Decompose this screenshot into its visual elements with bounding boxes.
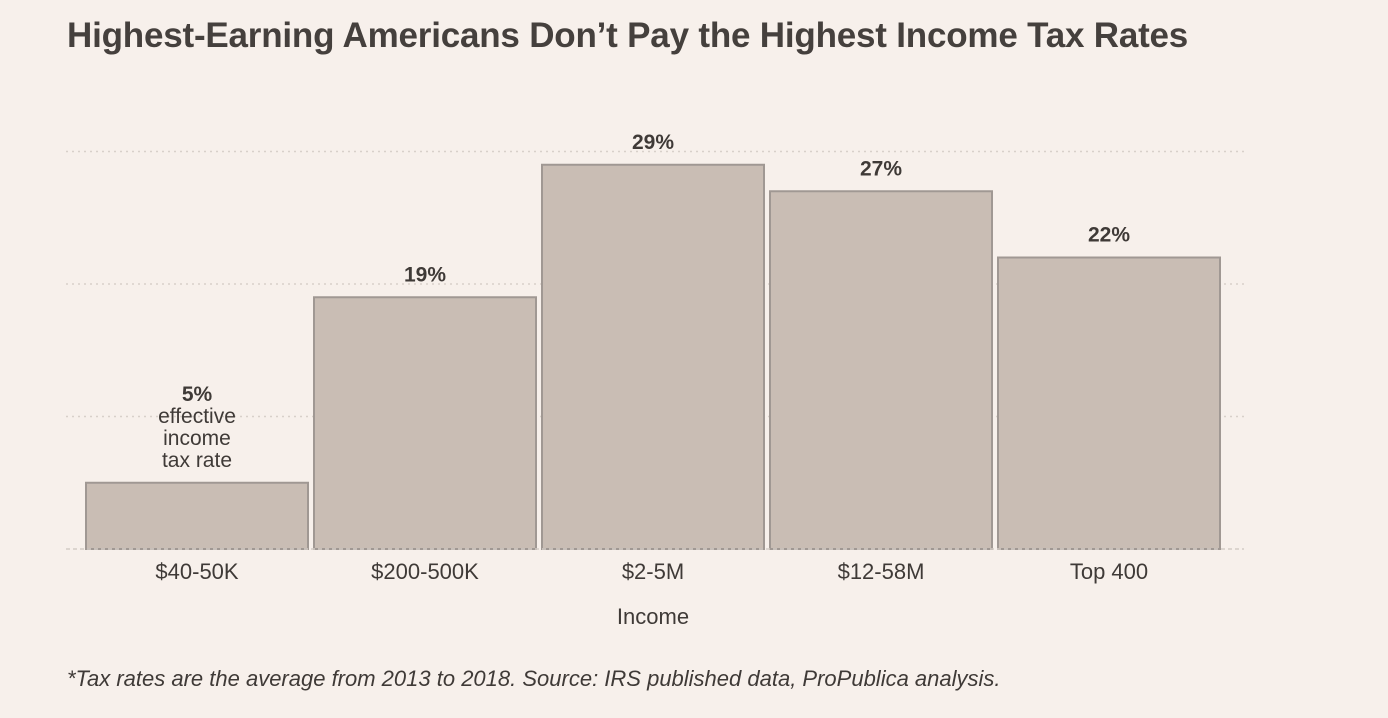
- value-label: 27%: [860, 157, 902, 180]
- bar: [541, 163, 765, 550]
- bar: [769, 190, 993, 550]
- x-tick-labels: $40-50K $200-500K $2-5M $12-58M Top 400: [155, 559, 1148, 584]
- value-label: 19%: [404, 263, 446, 286]
- value-label: 29%: [632, 131, 674, 154]
- bar-note-line: effective: [158, 405, 236, 428]
- x-tick-label: $2-5M: [622, 559, 684, 584]
- bars: [85, 163, 1221, 550]
- x-tick-label: Top 400: [1070, 559, 1148, 584]
- bar: [313, 296, 537, 550]
- x-axis-label: Income: [617, 604, 689, 629]
- x-tick-label: $12-58M: [838, 559, 925, 584]
- chart-footnote: *Tax rates are the average from 2013 to …: [67, 666, 1001, 691]
- value-label: 22%: [1088, 224, 1130, 247]
- bar: [85, 481, 309, 550]
- bar: [997, 256, 1221, 550]
- x-tick-label: $200-500K: [371, 559, 479, 584]
- bar-note-line: tax rate: [162, 449, 232, 472]
- x-tick-label: $40-50K: [155, 559, 239, 584]
- chart-title: Highest-Earning Americans Don’t Pay the …: [67, 16, 1189, 55]
- bar-note-line: income: [163, 427, 231, 450]
- value-label: 5%: [182, 383, 213, 406]
